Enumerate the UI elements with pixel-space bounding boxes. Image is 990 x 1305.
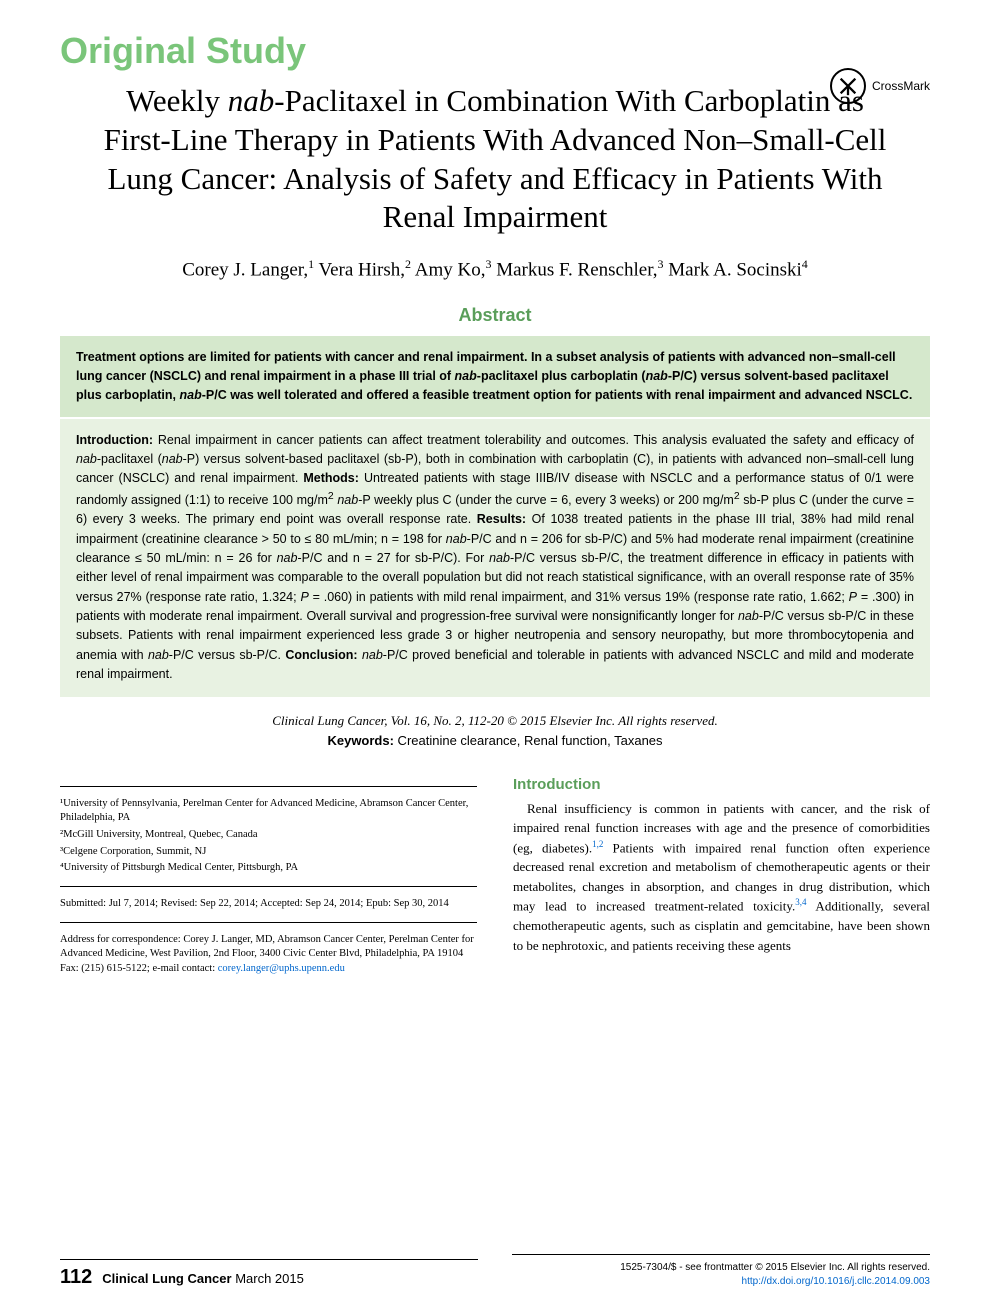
keywords-text: Creatinine clearance, Renal function, Ta… (394, 733, 663, 748)
abstract-body: Introduction: Renal impairment in cancer… (60, 419, 930, 697)
submission-dates: Submitted: Jul 7, 2014; Revised: Sep 22,… (60, 897, 477, 912)
author-list: Corey J. Langer,1 Vera Hirsh,2 Amy Ko,3 … (60, 257, 930, 281)
affiliations-column: ¹University of Pennsylvania, Perelman Ce… (60, 776, 477, 977)
section-label: Original Study (60, 30, 930, 72)
keywords-line: Keywords: Creatinine clearance, Renal fu… (60, 733, 930, 748)
crossmark-badge[interactable]: CrossMark (830, 68, 930, 104)
introduction-heading: Introduction (513, 776, 930, 793)
summary-box: Treatment options are limited for patien… (60, 336, 930, 416)
doi-link[interactable]: http://dx.doi.org/10.1016/j.cllc.2014.09… (742, 1276, 930, 1287)
citation-line: Clinical Lung Cancer, Vol. 16, No. 2, 11… (60, 713, 930, 729)
page-number: 112 (60, 1266, 92, 1289)
affiliation: ³Celgene Corporation, Summit, NJ (60, 845, 477, 860)
issn-line: 1525-7304/$ - see frontmatter © 2015 Els… (512, 1261, 930, 1275)
article-title: Weekly nab-Paclitaxel in Combination Wit… (100, 82, 890, 237)
crossmark-label: CrossMark (872, 79, 930, 93)
abstract-heading: Abstract (60, 305, 930, 326)
introduction-text: Renal insufficiency is common in patient… (513, 799, 930, 956)
correspondence-email-link[interactable]: corey.langer@uphs.upenn.edu (218, 963, 345, 974)
correspondence-fax: Fax: (215) 615-5122; e-mail contact: cor… (60, 962, 477, 977)
keywords-label: Keywords: (327, 733, 393, 748)
correspondence-address: Address for correspondence: Corey J. Lan… (60, 933, 477, 962)
affiliation: ⁴University of Pittsburgh Medical Center… (60, 861, 477, 876)
crossmark-icon (830, 68, 866, 104)
page-footer: 112 Clinical Lung Cancer March 2015 1525… (60, 1254, 930, 1289)
journal-footer: Clinical Lung Cancer March 2015 (102, 1271, 304, 1286)
affiliation: ¹University of Pennsylvania, Perelman Ce… (60, 797, 477, 826)
affiliation: ²McGill University, Montreal, Quebec, Ca… (60, 828, 477, 843)
introduction-column: Introduction Renal insufficiency is comm… (513, 776, 930, 977)
